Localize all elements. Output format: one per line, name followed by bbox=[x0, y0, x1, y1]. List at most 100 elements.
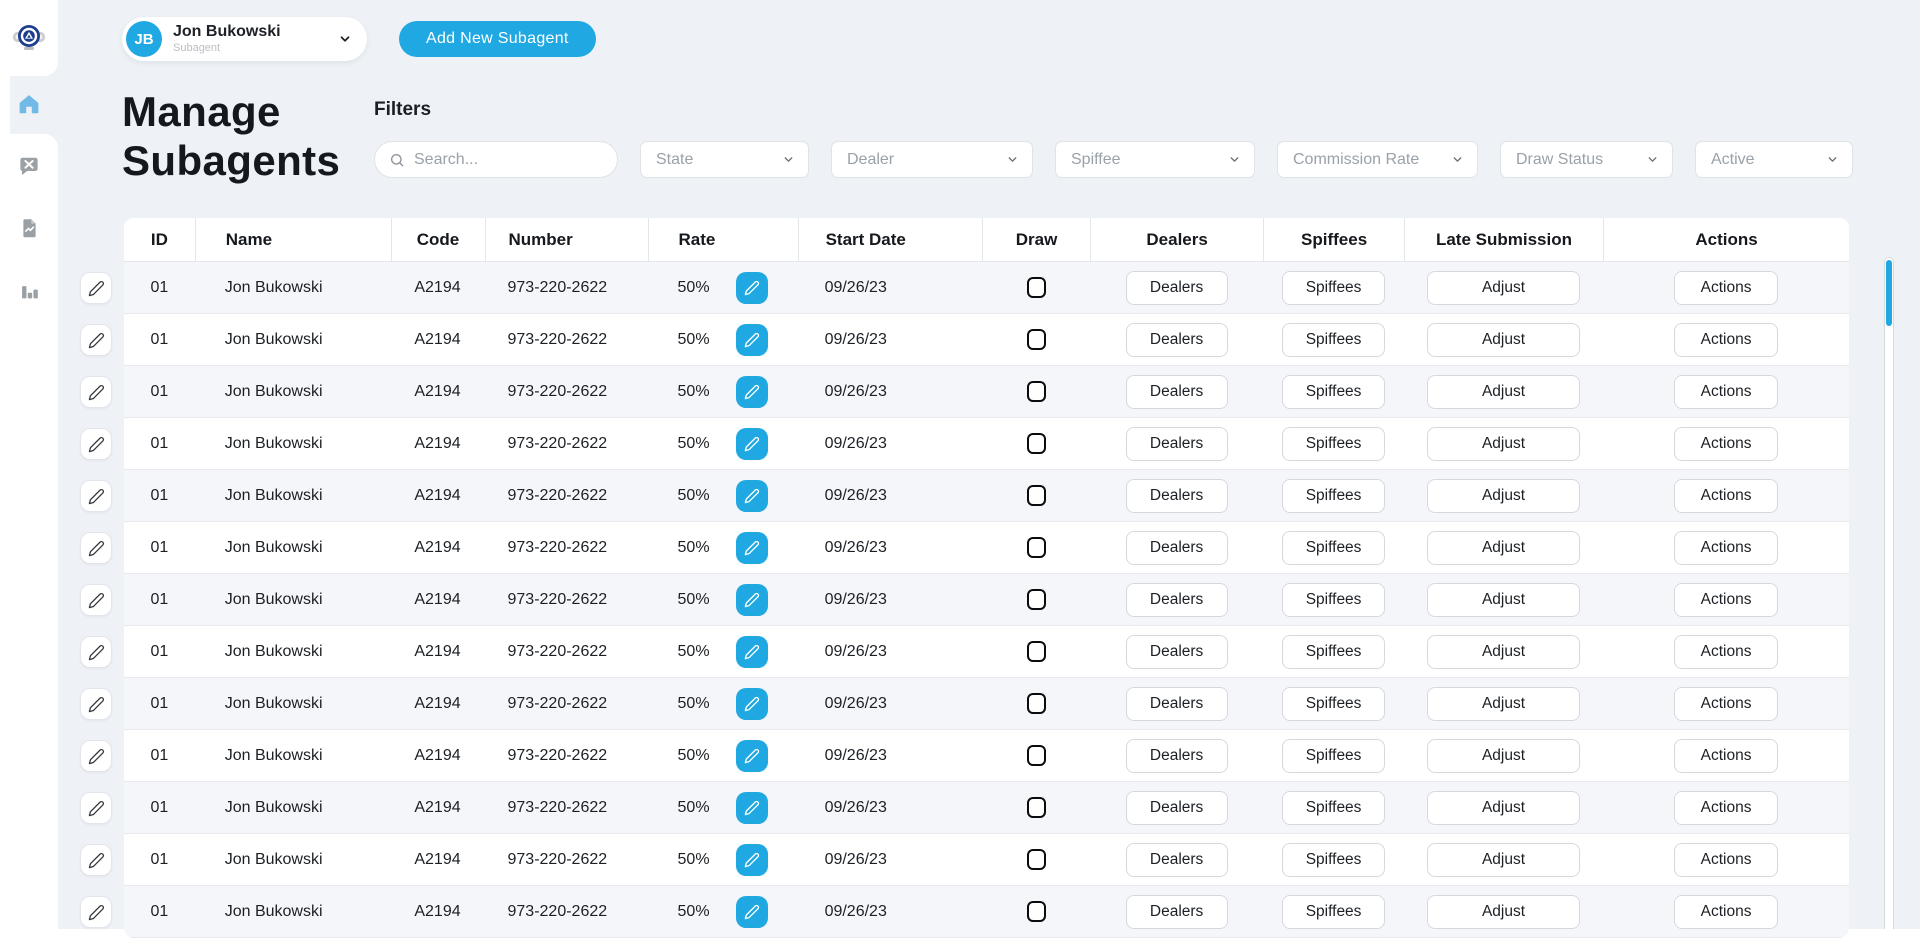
adjust-button[interactable]: Adjust bbox=[1427, 635, 1580, 669]
dealers-button[interactable]: Dealers bbox=[1126, 791, 1228, 825]
row-edit-button[interactable] bbox=[80, 428, 112, 460]
add-new-subagent-button[interactable]: Add New Subagent bbox=[399, 21, 596, 57]
draw-checkbox[interactable] bbox=[1027, 641, 1046, 662]
row-edit-button[interactable] bbox=[80, 532, 112, 564]
rate-edit-button[interactable] bbox=[736, 740, 768, 772]
adjust-button[interactable]: Adjust bbox=[1427, 531, 1580, 565]
spiffees-button[interactable]: Spiffees bbox=[1282, 323, 1385, 357]
draw-checkbox[interactable] bbox=[1027, 849, 1046, 870]
rate-edit-button[interactable] bbox=[736, 324, 768, 356]
dealers-button[interactable]: Dealers bbox=[1126, 687, 1228, 721]
actions-button[interactable]: Actions bbox=[1674, 635, 1778, 669]
filter-select-state[interactable]: State bbox=[640, 141, 809, 178]
row-edit-button[interactable] bbox=[80, 792, 112, 824]
row-edit-button[interactable] bbox=[80, 584, 112, 616]
filter-select-draw-status[interactable]: Draw Status bbox=[1500, 141, 1673, 178]
adjust-button[interactable]: Adjust bbox=[1427, 791, 1580, 825]
spiffees-button[interactable]: Spiffees bbox=[1282, 791, 1385, 825]
spiffees-button[interactable]: Spiffees bbox=[1282, 583, 1385, 617]
user-dropdown[interactable]: JB Jon Bukowski Subagent bbox=[122, 17, 367, 61]
spiffees-button[interactable]: Spiffees bbox=[1282, 635, 1385, 669]
actions-button[interactable]: Actions bbox=[1674, 375, 1778, 409]
filter-select-spiffee[interactable]: Spiffee bbox=[1055, 141, 1255, 178]
actions-button[interactable]: Actions bbox=[1674, 895, 1778, 929]
adjust-button[interactable]: Adjust bbox=[1427, 479, 1580, 513]
row-edit-button[interactable] bbox=[80, 272, 112, 304]
filter-select-active[interactable]: Active bbox=[1695, 141, 1853, 178]
dealers-button[interactable]: Dealers bbox=[1126, 739, 1228, 773]
adjust-button[interactable]: Adjust bbox=[1427, 843, 1580, 877]
draw-checkbox[interactable] bbox=[1027, 797, 1046, 818]
rate-edit-button[interactable] bbox=[736, 428, 768, 460]
adjust-button[interactable]: Adjust bbox=[1427, 271, 1580, 305]
adjust-button[interactable]: Adjust bbox=[1427, 375, 1580, 409]
spiffees-button[interactable]: Spiffees bbox=[1282, 271, 1385, 305]
actions-button[interactable]: Actions bbox=[1674, 583, 1778, 617]
table-scrollbar-thumb[interactable] bbox=[1886, 260, 1892, 326]
row-edit-button[interactable] bbox=[80, 324, 112, 356]
sidebar-item-reports[interactable] bbox=[0, 197, 58, 259]
spiffees-button[interactable]: Spiffees bbox=[1282, 427, 1385, 461]
row-edit-button[interactable] bbox=[80, 480, 112, 512]
actions-button[interactable]: Actions bbox=[1674, 791, 1778, 825]
draw-checkbox[interactable] bbox=[1027, 901, 1046, 922]
dealers-button[interactable]: Dealers bbox=[1126, 583, 1228, 617]
rate-edit-button[interactable] bbox=[736, 792, 768, 824]
draw-checkbox[interactable] bbox=[1027, 485, 1046, 506]
adjust-button[interactable]: Adjust bbox=[1427, 895, 1580, 929]
dealers-button[interactable]: Dealers bbox=[1126, 479, 1228, 513]
row-edit-button[interactable] bbox=[80, 844, 112, 876]
draw-checkbox[interactable] bbox=[1027, 745, 1046, 766]
adjust-button[interactable]: Adjust bbox=[1427, 323, 1580, 357]
dealers-button[interactable]: Dealers bbox=[1126, 531, 1228, 565]
filter-select-dealer[interactable]: Dealer bbox=[831, 141, 1033, 178]
draw-checkbox[interactable] bbox=[1027, 693, 1046, 714]
row-edit-button[interactable] bbox=[80, 896, 112, 928]
draw-checkbox[interactable] bbox=[1027, 329, 1046, 350]
row-edit-button[interactable] bbox=[80, 688, 112, 720]
actions-button[interactable]: Actions bbox=[1674, 427, 1778, 461]
actions-button[interactable]: Actions bbox=[1674, 843, 1778, 877]
table-scrollbar-track[interactable] bbox=[1884, 257, 1894, 929]
dealers-button[interactable]: Dealers bbox=[1126, 635, 1228, 669]
actions-button[interactable]: Actions bbox=[1674, 739, 1778, 773]
filter-select-commission-rate[interactable]: Commission Rate bbox=[1277, 141, 1478, 178]
spiffees-button[interactable]: Spiffees bbox=[1282, 895, 1385, 929]
actions-button[interactable]: Actions bbox=[1674, 479, 1778, 513]
actions-button[interactable]: Actions bbox=[1674, 531, 1778, 565]
draw-checkbox[interactable] bbox=[1027, 433, 1046, 454]
dealers-button[interactable]: Dealers bbox=[1126, 271, 1228, 305]
spiffees-button[interactable]: Spiffees bbox=[1282, 843, 1385, 877]
draw-checkbox[interactable] bbox=[1027, 381, 1046, 402]
dealers-button[interactable]: Dealers bbox=[1126, 323, 1228, 357]
row-edit-button[interactable] bbox=[80, 636, 112, 668]
spiffees-button[interactable]: Spiffees bbox=[1282, 479, 1385, 513]
adjust-button[interactable]: Adjust bbox=[1427, 427, 1580, 461]
draw-checkbox[interactable] bbox=[1027, 537, 1046, 558]
adjust-button[interactable]: Adjust bbox=[1427, 583, 1580, 617]
rate-edit-button[interactable] bbox=[736, 272, 768, 304]
sidebar-item-home[interactable] bbox=[0, 73, 58, 135]
draw-checkbox[interactable] bbox=[1027, 589, 1046, 610]
dealers-button[interactable]: Dealers bbox=[1126, 843, 1228, 877]
rate-edit-button[interactable] bbox=[736, 688, 768, 720]
adjust-button[interactable]: Adjust bbox=[1427, 739, 1580, 773]
actions-button[interactable]: Actions bbox=[1674, 271, 1778, 305]
spiffees-button[interactable]: Spiffees bbox=[1282, 531, 1385, 565]
rate-edit-button[interactable] bbox=[736, 584, 768, 616]
row-edit-button[interactable] bbox=[80, 376, 112, 408]
draw-checkbox[interactable] bbox=[1027, 277, 1046, 298]
adjust-button[interactable]: Adjust bbox=[1427, 687, 1580, 721]
sidebar-item-support[interactable] bbox=[0, 135, 58, 197]
rate-edit-button[interactable] bbox=[736, 896, 768, 928]
rate-edit-button[interactable] bbox=[736, 844, 768, 876]
rate-edit-button[interactable] bbox=[736, 636, 768, 668]
actions-button[interactable]: Actions bbox=[1674, 323, 1778, 357]
search-input[interactable] bbox=[414, 151, 603, 169]
rate-edit-button[interactable] bbox=[736, 480, 768, 512]
row-edit-button[interactable] bbox=[80, 740, 112, 772]
spiffees-button[interactable]: Spiffees bbox=[1282, 687, 1385, 721]
dealers-button[interactable]: Dealers bbox=[1126, 427, 1228, 461]
spiffees-button[interactable]: Spiffees bbox=[1282, 739, 1385, 773]
dealers-button[interactable]: Dealers bbox=[1126, 895, 1228, 929]
